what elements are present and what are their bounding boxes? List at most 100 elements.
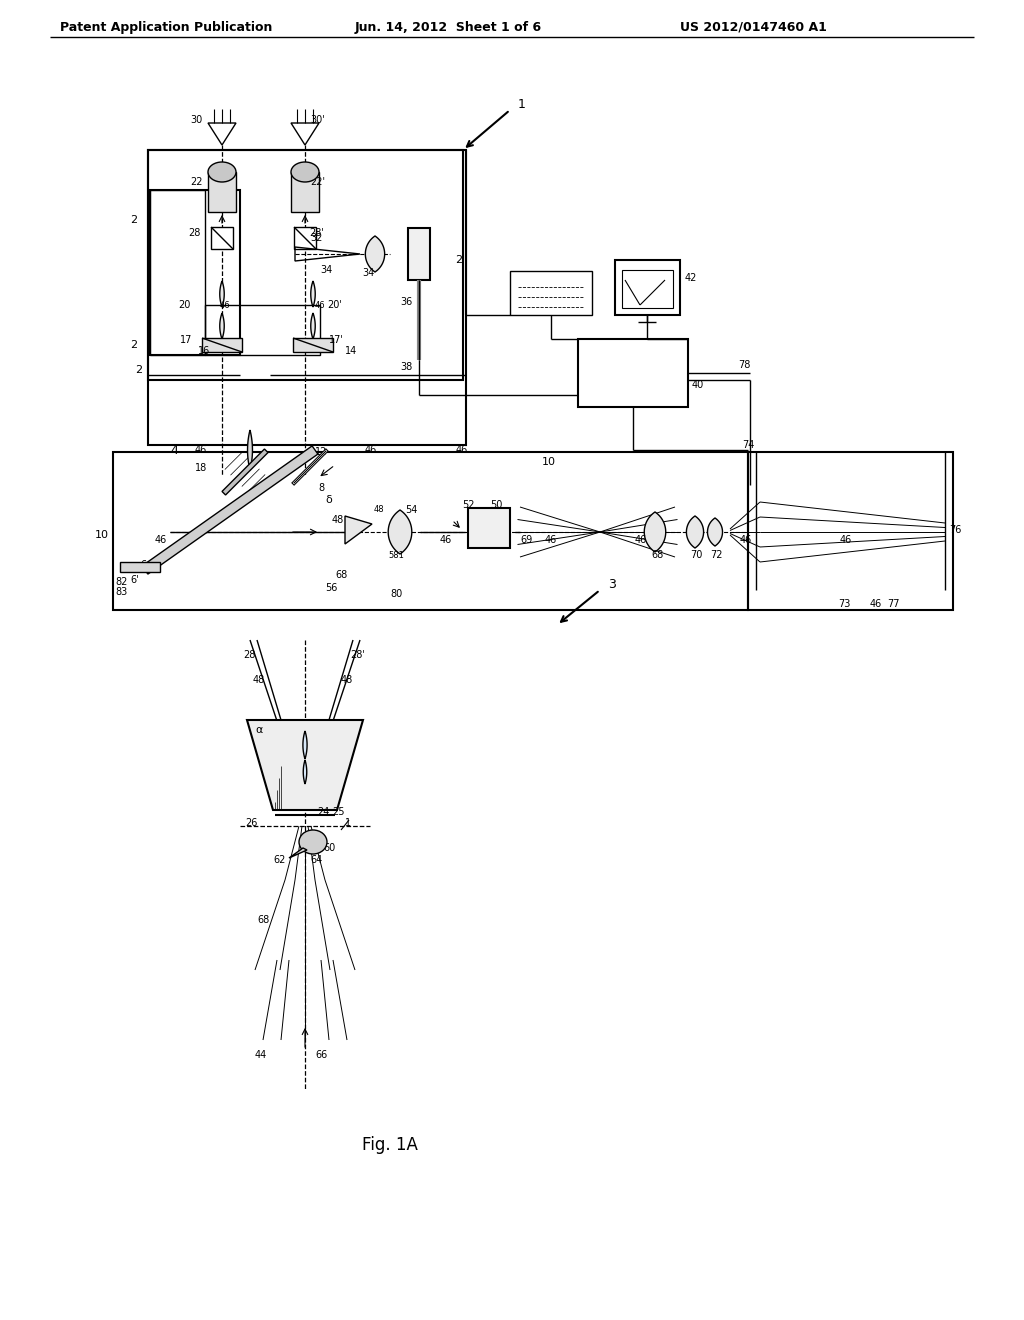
Text: 62: 62 [273,855,286,865]
Text: 14: 14 [345,346,357,356]
Text: 68: 68 [257,915,269,925]
Text: 34: 34 [319,265,332,275]
Text: 2: 2 [130,215,137,224]
Text: 36: 36 [400,297,413,308]
Text: 20: 20 [178,300,190,310]
Text: 46: 46 [870,599,883,609]
Bar [293,338,333,352]
Text: 80: 80 [390,589,402,599]
Text: 28': 28' [350,649,365,660]
Text: 25: 25 [332,807,344,817]
Text: 52: 52 [462,500,474,510]
Text: 66: 66 [315,1049,328,1060]
Bar [148,150,463,380]
Text: 46: 46 [545,535,557,545]
Text: 46: 46 [456,445,468,455]
Bar [113,451,748,610]
Text: 60: 60 [323,843,335,853]
Polygon shape [708,517,723,546]
Text: 74: 74 [742,440,755,450]
Text: 46: 46 [220,301,230,309]
Bar [468,508,510,548]
Text: 32: 32 [310,234,323,243]
Text: 17': 17' [329,335,344,345]
Text: 18: 18 [195,463,207,473]
Text: 46: 46 [635,535,647,545]
Text: 46: 46 [365,445,377,455]
Text: 20': 20' [327,300,342,310]
Text: 30': 30' [310,115,325,125]
Text: 68: 68 [651,550,664,560]
Text: α: α [255,725,262,735]
Bar [622,271,673,308]
Text: 10: 10 [542,457,556,467]
Text: 56: 56 [325,583,337,593]
Text: 581: 581 [388,550,403,560]
Polygon shape [310,313,315,339]
Text: 44: 44 [255,1049,267,1060]
Bar [578,339,688,407]
Text: 72: 72 [710,550,723,560]
Bar [150,190,240,355]
Polygon shape [222,449,268,495]
Text: δ: δ [325,495,332,506]
Bar [208,172,236,213]
Text: 1: 1 [345,818,351,828]
Text: 26: 26 [245,818,257,828]
Text: 30: 30 [190,115,203,125]
Text: 50: 50 [490,500,503,510]
Text: 6': 6' [130,576,138,585]
Text: Jun. 14, 2012  Sheet 1 of 6: Jun. 14, 2012 Sheet 1 of 6 [355,21,542,33]
Text: 16: 16 [198,346,210,356]
Text: 48: 48 [341,675,353,685]
Bar [615,260,680,315]
Ellipse shape [208,162,236,182]
Bar [408,228,430,280]
Text: 54: 54 [406,506,418,515]
Bar [748,451,953,610]
Text: US 2012/0147460 A1: US 2012/0147460 A1 [680,21,826,33]
Text: 28: 28 [243,649,255,660]
Text: 48: 48 [332,515,344,525]
Text: 64: 64 [310,855,323,865]
Polygon shape [686,516,703,548]
Polygon shape [345,516,372,544]
Polygon shape [247,719,362,810]
Polygon shape [142,446,317,574]
Bar [294,227,316,249]
Polygon shape [289,847,307,858]
Text: 46: 46 [195,445,207,455]
Text: 1: 1 [518,99,526,111]
Text: 73: 73 [838,599,850,609]
Bar [150,190,205,355]
Text: 2: 2 [135,366,142,375]
Polygon shape [303,731,307,759]
Text: 3: 3 [608,578,615,591]
Text: 17: 17 [180,335,193,345]
Text: 70: 70 [690,550,702,560]
Text: 38: 38 [400,362,413,372]
Bar [120,562,160,572]
Text: 48: 48 [253,675,265,685]
Text: Patent Application Publication: Patent Application Publication [60,21,272,33]
Polygon shape [220,313,224,339]
Text: 76: 76 [949,525,962,535]
Text: 6: 6 [140,560,146,570]
Ellipse shape [291,162,319,182]
Bar [202,338,242,352]
Bar [211,227,233,249]
Text: 46: 46 [440,535,453,545]
Text: 34: 34 [362,268,374,279]
Polygon shape [644,512,666,552]
Text: 24: 24 [317,807,330,817]
Text: 69: 69 [520,535,532,545]
Text: 68: 68 [335,570,347,579]
Polygon shape [248,430,253,470]
Text: 28: 28 [188,228,201,238]
Text: 78: 78 [738,360,751,370]
Text: 10: 10 [95,531,109,540]
Text: 22': 22' [310,177,325,187]
Text: 83: 83 [115,587,127,597]
Text: 82: 82 [115,577,127,587]
Text: 46: 46 [315,301,326,309]
